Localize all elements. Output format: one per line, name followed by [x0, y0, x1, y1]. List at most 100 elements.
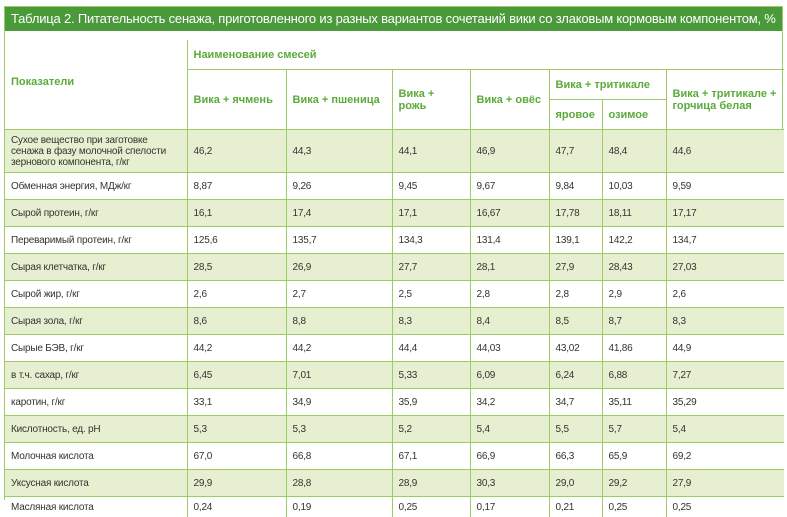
row-label: Обменная энергия, МДж/кг: [5, 173, 187, 200]
row-value: 0,25: [602, 497, 666, 517]
nutrition-table: Показатели Наименование смесей Вика + яч…: [5, 40, 784, 517]
mix-header-triticale-mustard: Вика + тритикале + горчица белая: [666, 70, 784, 130]
row-value: 66,9: [470, 443, 549, 470]
row-label: Сырая клетчатка, г/кг: [5, 254, 187, 281]
row-value: 44,6: [666, 130, 784, 173]
row-value: 9,45: [392, 173, 470, 200]
row-value: 28,9: [392, 470, 470, 497]
row-label: в т.ч. сахар, г/кг: [5, 362, 187, 389]
row-value: 26,9: [286, 254, 392, 281]
row-value: 43,02: [549, 335, 602, 362]
row-value: 134,7: [666, 227, 784, 254]
row-value: 9,84: [549, 173, 602, 200]
row-value: 135,7: [286, 227, 392, 254]
row-value: 67,1: [392, 443, 470, 470]
table-body: Сухое вещество при заготовке сенажа в фа…: [5, 130, 784, 517]
row-value: 5,4: [666, 416, 784, 443]
row-value: 5,3: [286, 416, 392, 443]
table-title: Таблица 2. Питательность сенажа, пригото…: [5, 7, 782, 31]
row-label: Кислотность, ед. рН: [5, 416, 187, 443]
row-value: 34,7: [549, 389, 602, 416]
row-value: 0,25: [666, 497, 784, 517]
row-value: 2,5: [392, 281, 470, 308]
row-value: 9,59: [666, 173, 784, 200]
row-value: 27,7: [392, 254, 470, 281]
row-value: 5,2: [392, 416, 470, 443]
row-value: 34,9: [286, 389, 392, 416]
row-value: 27,9: [666, 470, 784, 497]
row-value: 6,09: [470, 362, 549, 389]
row-value: 69,2: [666, 443, 784, 470]
row-value: 35,11: [602, 389, 666, 416]
row-value: 0,21: [549, 497, 602, 517]
row-value: 29,9: [187, 470, 286, 497]
row-value: 2,8: [470, 281, 549, 308]
row-value: 44,9: [666, 335, 784, 362]
row-value: 9,67: [470, 173, 549, 200]
row-value: 8,87: [187, 173, 286, 200]
row-value: 16,1: [187, 200, 286, 227]
row-value: 35,29: [666, 389, 784, 416]
row-value: 8,8: [286, 308, 392, 335]
row-value: 18,11: [602, 200, 666, 227]
row-value: 44,1: [392, 130, 470, 173]
row-value: 29,0: [549, 470, 602, 497]
row-value: 2,6: [187, 281, 286, 308]
mix-header-triticale: Вика + тритикале: [549, 70, 666, 100]
row-value: 44,3: [286, 130, 392, 173]
row-value: 6,45: [187, 362, 286, 389]
row-value: 125,6: [187, 227, 286, 254]
row-value: 46,2: [187, 130, 286, 173]
row-value: 27,9: [549, 254, 602, 281]
row-label: Сырой жир, г/кг: [5, 281, 187, 308]
sub-header-spring: яровое: [549, 100, 602, 130]
row-value: 2,6: [666, 281, 784, 308]
row-label: Уксусная кислота: [5, 470, 187, 497]
row-value: 67,0: [187, 443, 286, 470]
row-label: Сырая зола, г/кг: [5, 308, 187, 335]
mixes-group-header: Наименование смесей: [187, 40, 784, 70]
table-header: Показатели Наименование смесей Вика + яч…: [5, 40, 784, 130]
table-frame: Таблица 2. Питательность сенажа, пригото…: [4, 6, 783, 500]
row-value: 6,24: [549, 362, 602, 389]
row-value: 8,4: [470, 308, 549, 335]
row-value: 8,7: [602, 308, 666, 335]
row-value: 8,3: [666, 308, 784, 335]
row-value: 5,33: [392, 362, 470, 389]
sub-header-winter: озимое: [602, 100, 666, 130]
row-value: 0,25: [392, 497, 470, 517]
row-value: 17,17: [666, 200, 784, 227]
row-value: 28,5: [187, 254, 286, 281]
row-value: 34,2: [470, 389, 549, 416]
row-value: 29,2: [602, 470, 666, 497]
row-value: 2,9: [602, 281, 666, 308]
mix-header-barley: Вика + ячмень: [187, 70, 286, 130]
mix-header-wheat: Вика + пшеница: [286, 70, 392, 130]
row-value: 7,01: [286, 362, 392, 389]
row-value: 142,2: [602, 227, 666, 254]
row-label: Сырые БЭВ, г/кг: [5, 335, 187, 362]
row-value: 46,9: [470, 130, 549, 173]
row-value: 2,8: [549, 281, 602, 308]
row-value: 27,03: [666, 254, 784, 281]
row-value: 41,86: [602, 335, 666, 362]
row-value: 44,2: [187, 335, 286, 362]
row-value: 35,9: [392, 389, 470, 416]
row-value: 5,3: [187, 416, 286, 443]
row-value: 17,1: [392, 200, 470, 227]
row-value: 17,78: [549, 200, 602, 227]
row-value: 47,7: [549, 130, 602, 173]
row-value: 2,7: [286, 281, 392, 308]
row-value: 131,4: [470, 227, 549, 254]
row-value: 28,1: [470, 254, 549, 281]
